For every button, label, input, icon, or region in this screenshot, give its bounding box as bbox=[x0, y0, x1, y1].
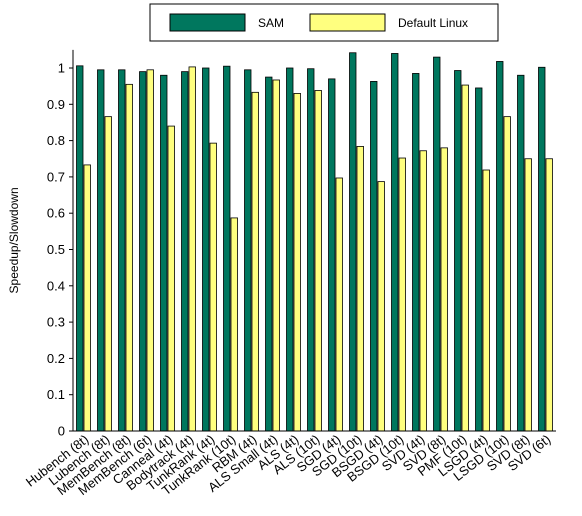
bar-default-linux bbox=[83, 164, 91, 432]
bar-default-linux bbox=[482, 169, 490, 432]
bar-sam bbox=[538, 66, 546, 432]
bar-sam bbox=[517, 74, 525, 432]
bar-default-linux bbox=[293, 93, 301, 432]
bar-sam bbox=[370, 81, 378, 432]
bar-sam bbox=[412, 73, 420, 432]
y-tick-label: 0.9 bbox=[47, 97, 65, 112]
bar-sam bbox=[244, 69, 252, 432]
bar-default-linux bbox=[398, 157, 406, 432]
y-tick-label: 0.8 bbox=[47, 133, 65, 148]
bar-default-linux bbox=[146, 69, 154, 432]
legend-swatch-sam bbox=[169, 13, 246, 32]
bar-sam bbox=[391, 53, 399, 432]
y-tick-label: 0.7 bbox=[47, 169, 65, 184]
bar-default-linux bbox=[125, 83, 133, 432]
bar-default-linux bbox=[461, 84, 469, 432]
bar-sam bbox=[496, 61, 504, 432]
bar-default-linux bbox=[419, 150, 427, 432]
bar-default-linux bbox=[440, 147, 448, 432]
x-axis: Hubench (8t)Lubench (8t)MemBench (8t)Mem… bbox=[23, 430, 556, 498]
bar-sam bbox=[76, 65, 84, 432]
bar-sam bbox=[475, 87, 483, 432]
bar-default-linux bbox=[188, 66, 196, 432]
y-tick-label: 1 bbox=[58, 61, 65, 76]
bar-default-linux bbox=[251, 91, 259, 432]
bar-sam bbox=[97, 69, 105, 432]
bar-sam bbox=[160, 74, 168, 432]
bar-sam bbox=[223, 65, 231, 432]
bar-default-linux bbox=[230, 217, 238, 432]
y-tick-label: 0 bbox=[58, 424, 65, 439]
bar-default-linux bbox=[209, 142, 217, 432]
bar-default-linux bbox=[314, 90, 322, 432]
bar-default-linux bbox=[524, 158, 532, 432]
bar-sam bbox=[286, 67, 294, 432]
bar-default-linux bbox=[377, 181, 385, 432]
bar-sam bbox=[328, 78, 336, 432]
legend-swatch-default-linux bbox=[309, 13, 386, 32]
legend: SAM Default Linux bbox=[149, 3, 499, 42]
bar-sam bbox=[307, 68, 315, 432]
y-tick-label: 0.6 bbox=[47, 206, 65, 221]
bars bbox=[76, 52, 553, 432]
bar-default-linux bbox=[335, 177, 343, 432]
bar-sam bbox=[118, 69, 126, 432]
y-tick-label: 0.1 bbox=[47, 387, 65, 402]
bar-sam bbox=[181, 71, 189, 432]
bar-sam bbox=[202, 67, 210, 432]
bar-default-linux bbox=[104, 116, 112, 432]
bar-default-linux bbox=[272, 79, 280, 432]
legend-label-sam: SAM bbox=[258, 16, 284, 30]
y-tick-label: 0.4 bbox=[47, 278, 65, 293]
bar-sam bbox=[433, 56, 441, 432]
legend-label-default-linux: Default Linux bbox=[398, 16, 468, 30]
bar-sam bbox=[349, 52, 357, 432]
bar-default-linux bbox=[167, 125, 175, 432]
y-tick-label: 0.5 bbox=[47, 242, 65, 257]
bar-sam bbox=[265, 76, 273, 432]
bar-default-linux bbox=[545, 158, 553, 432]
bar-default-linux bbox=[356, 146, 364, 432]
bar-sam bbox=[139, 71, 147, 432]
bar-default-linux bbox=[503, 116, 511, 432]
bar-sam bbox=[454, 70, 462, 432]
y-axis-title: Speedup/Slowdown bbox=[7, 187, 21, 293]
y-axis: 0 0.1 0.2 0.3 0.4 0.5 0.6 0.7 0.8 0.9 1 bbox=[47, 49, 74, 439]
y-tick-label: 0.3 bbox=[47, 315, 65, 330]
y-tick-label: 0.2 bbox=[47, 351, 65, 366]
